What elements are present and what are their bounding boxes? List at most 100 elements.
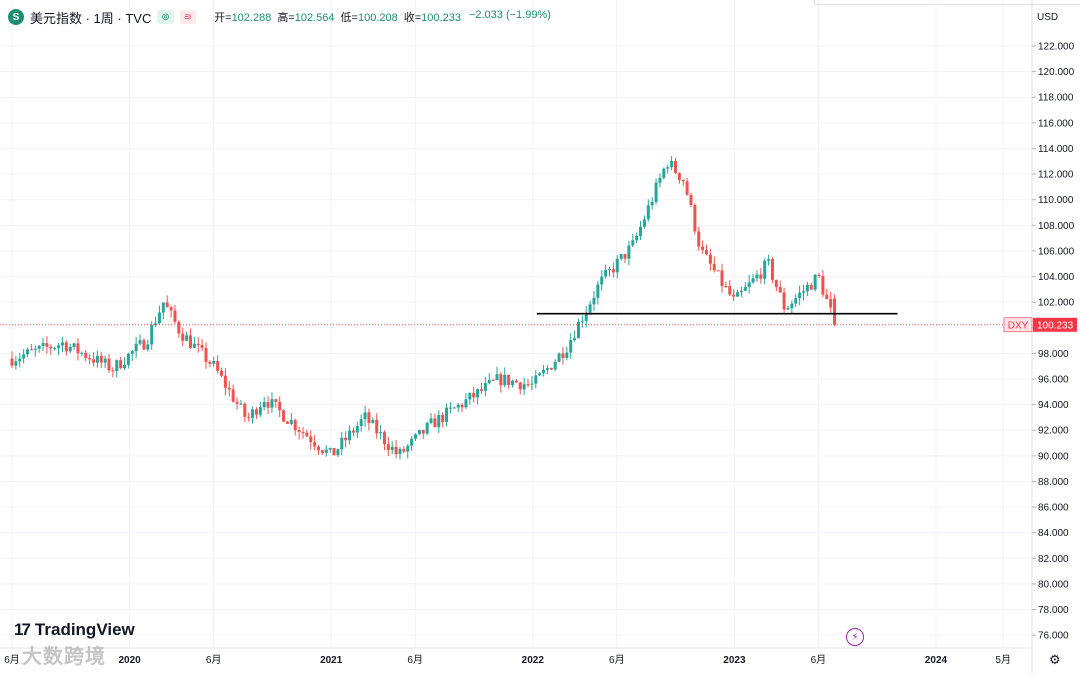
candle-body xyxy=(708,254,712,264)
candle-body xyxy=(608,269,612,271)
gear-icon[interactable]: ⚙ xyxy=(1049,652,1061,667)
candle-body xyxy=(697,231,701,247)
candle-body xyxy=(220,370,224,376)
candle-body xyxy=(724,285,728,287)
price-axis-label: 104.000 xyxy=(1038,272,1075,283)
candle-body xyxy=(33,348,37,350)
price-axis-label: 118.000 xyxy=(1038,93,1074,104)
candle-body xyxy=(196,343,200,345)
candle-body xyxy=(716,270,720,272)
price-axis-label: 78.000 xyxy=(1038,605,1069,616)
candle-body xyxy=(134,343,138,352)
candle-body xyxy=(348,430,352,441)
candle-body xyxy=(786,308,790,310)
price-axis-label: 116.000 xyxy=(1038,118,1074,129)
eye-icon[interactable]: ⊚ xyxy=(157,10,174,24)
time-axis-label: 6月 xyxy=(4,654,20,666)
lightning-icon[interactable]: ⚡ xyxy=(846,628,864,646)
candle-body xyxy=(460,404,464,408)
candle-body xyxy=(654,182,658,202)
candle-body xyxy=(165,302,169,308)
candle-body xyxy=(592,297,596,305)
candle-body xyxy=(355,426,359,433)
low-value: 100.208 xyxy=(357,12,398,24)
candle-body xyxy=(305,432,309,437)
candle-body xyxy=(518,382,522,390)
candle-body xyxy=(685,181,689,195)
candle-body xyxy=(421,429,425,434)
candle-body xyxy=(394,446,398,455)
candle-body xyxy=(452,407,456,409)
candle-body xyxy=(782,292,786,310)
open-value: 102.288 xyxy=(231,12,272,24)
candle-body xyxy=(313,442,317,447)
candle-body xyxy=(88,358,92,360)
candle-body xyxy=(658,177,662,183)
candle-body xyxy=(569,340,573,353)
candle-body xyxy=(487,379,491,384)
price-axis-label: 110.000 xyxy=(1038,195,1074,206)
candle-body xyxy=(720,270,724,286)
candle-body xyxy=(530,383,534,385)
price-axis-label: 94.000 xyxy=(1038,400,1069,411)
candle-body xyxy=(445,407,449,422)
candle-body xyxy=(382,432,386,445)
open-label: 开= xyxy=(214,12,232,24)
candle-body xyxy=(677,172,681,181)
candle-body xyxy=(817,274,821,276)
time-axis-label: 6月 xyxy=(609,654,625,666)
candle-body xyxy=(72,343,76,347)
candle-body xyxy=(14,361,18,366)
price-axis-label: 86.000 xyxy=(1038,503,1069,514)
candle-body xyxy=(549,368,553,370)
candle-body xyxy=(635,236,639,241)
candle-body xyxy=(398,449,402,455)
candle-body xyxy=(64,342,68,352)
candle-body xyxy=(774,279,778,287)
candle-body xyxy=(414,434,418,439)
candle-body xyxy=(216,360,220,371)
low-label: 低= xyxy=(340,12,358,24)
candle-body xyxy=(138,340,142,344)
price-axis-label: 122.000 xyxy=(1038,42,1075,53)
price-axis-label: 92.000 xyxy=(1038,426,1069,437)
price-axis-label: 88.000 xyxy=(1038,477,1069,488)
chart-title[interactable]: 美元指数 · 1周 · TVC xyxy=(30,10,152,26)
candle-body xyxy=(49,346,53,349)
candle-body xyxy=(80,352,84,354)
candle-body xyxy=(833,298,837,325)
candle-body xyxy=(437,414,441,428)
wave-icon[interactable]: ≋ xyxy=(179,10,197,24)
candle-body xyxy=(239,403,243,405)
ohlc-values: 开=102.288 高=102.564 低=100.208 收=100.233 … xyxy=(214,9,551,25)
candle-body xyxy=(522,384,526,390)
candle-body xyxy=(188,335,192,348)
time-axis-label: 2020 xyxy=(118,655,141,666)
candle-body xyxy=(755,274,759,279)
candle-body xyxy=(805,284,809,292)
candle-body xyxy=(763,260,767,279)
candle-body xyxy=(293,420,297,431)
candle-body xyxy=(580,321,584,323)
close-label: 收= xyxy=(403,12,422,24)
candle-body xyxy=(235,401,239,404)
candle-body xyxy=(212,360,216,364)
price-axis-label: 120.000 xyxy=(1038,67,1075,78)
candle-body xyxy=(223,375,227,388)
candle-body xyxy=(177,321,181,334)
candle-body xyxy=(802,291,806,293)
candle-body xyxy=(767,259,771,261)
candle-body xyxy=(45,343,49,347)
symbol-tag-box xyxy=(1003,317,1033,333)
price-axis-label: 106.000 xyxy=(1038,246,1075,257)
candle-body xyxy=(258,407,262,415)
candle-body xyxy=(600,276,604,285)
candle-body xyxy=(359,419,363,427)
candle-body xyxy=(367,412,371,424)
time-axis-label: 2023 xyxy=(723,655,746,666)
candle-body xyxy=(91,359,95,363)
candle-body xyxy=(429,418,433,423)
tradingview-logo[interactable]: 17 TradingView xyxy=(14,620,135,640)
